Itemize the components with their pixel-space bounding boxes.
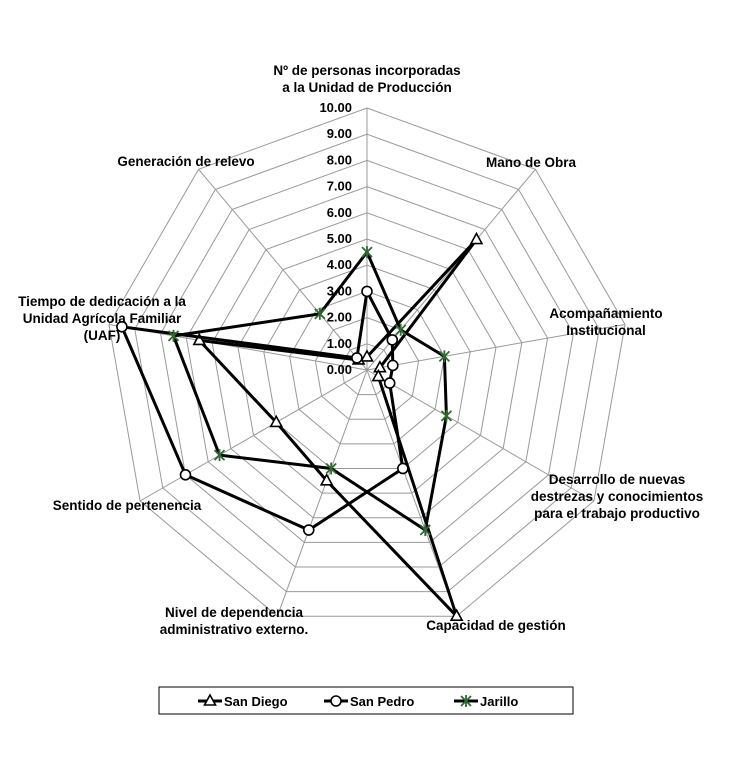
tick-label: 4.00 [327, 257, 352, 272]
axis-label: Capacidad de gestión [426, 618, 566, 633]
grid-ring [108, 107, 626, 617]
spoke [366, 369, 595, 502]
tick-label: 0.00 [327, 362, 352, 377]
spoke [198, 168, 368, 371]
legend-items: San Diego San Pedro Jarillo [198, 693, 518, 709]
axis-label: Sentido de pertenencia [53, 498, 202, 513]
data-point [387, 359, 399, 372]
grid-ring [314, 317, 420, 420]
axis-label: Mano de Obra [486, 155, 577, 170]
spoke [139, 369, 368, 502]
spoke [366, 324, 626, 371]
data-point [361, 285, 373, 298]
legend-item-san-pedro: San Pedro [324, 694, 414, 709]
legend-label: Jarillo [480, 694, 518, 709]
tick-label: 6.00 [327, 205, 352, 220]
data-point [383, 377, 396, 389]
series-layer [116, 231, 484, 621]
legend-box [158, 686, 574, 715]
spoke [276, 369, 368, 617]
data-point [395, 323, 407, 336]
grid-ring [211, 212, 523, 519]
axis-label: Nº de personas incorporadas a la Unidad d… [273, 63, 460, 95]
data-point [302, 524, 315, 536]
series-san-pedro [116, 285, 409, 536]
data-point [449, 608, 464, 621]
axis-label: Nivel de dependencia administrativo exter… [160, 605, 309, 637]
data-point [319, 473, 334, 486]
axis-label: Acompañamiento Institucional [549, 306, 662, 338]
axis-labels: Nº de personas incorporadas a la Unidad d… [18, 63, 703, 637]
tick-label: 8.00 [327, 152, 352, 167]
grid-ring [185, 186, 549, 543]
axis-label: Desarrollo de nuevas destrezas y conocimi… [531, 472, 704, 521]
legend-marker [203, 693, 217, 706]
data-point [179, 468, 192, 481]
series-line [195, 238, 478, 618]
grid-ring [289, 290, 445, 445]
data-point [360, 349, 374, 362]
axis-label: Tiempo de dedicación a la Unidad Agrícola… [18, 294, 186, 343]
series-san-diego [192, 231, 484, 621]
tick-label: 2.00 [327, 310, 352, 325]
legend: San Diego San Pedro Jarillo [158, 686, 574, 715]
legend-item-san-diego: San Diego [198, 693, 288, 709]
data-point [167, 329, 180, 342]
data-point [325, 462, 337, 475]
legend-label: San Pedro [350, 694, 414, 709]
tick-label: 9.00 [327, 126, 352, 141]
data-point [269, 414, 284, 428]
legend-item-jarillo: Jarillo [454, 694, 518, 709]
data-point [440, 409, 453, 422]
legend-label: San Diego [224, 694, 288, 709]
data-point [213, 449, 226, 462]
data-point [361, 246, 373, 259]
series-line [119, 286, 405, 532]
legend-marker [460, 695, 472, 707]
axis-label: Generación de relevo [117, 154, 254, 169]
data-point [351, 352, 363, 364]
grid-ring [160, 159, 574, 568]
data-point [192, 332, 207, 346]
tick-label: 5.00 [327, 231, 352, 246]
tick-label: 1.00 [327, 336, 352, 351]
data-point [419, 524, 431, 537]
data-point [438, 350, 451, 363]
series-jarillo [167, 246, 453, 537]
data-point [116, 320, 128, 333]
tick-label: 7.00 [327, 179, 352, 194]
grid-ring [134, 133, 600, 593]
data-point [314, 307, 326, 320]
series-line [171, 249, 448, 533]
tick-label: 10.00 [319, 100, 352, 115]
data-point [386, 334, 399, 346]
radial-tick-labels: 0.00 1.00 2.00 3.00 4.00 5.00 6.00 7.00 8.00 9.00… [319, 100, 352, 377]
legend-marker [330, 695, 342, 707]
data-point [371, 368, 386, 382]
tick-label: 3.00 [327, 283, 352, 298]
data-point [397, 462, 409, 475]
data-point [469, 231, 484, 245]
